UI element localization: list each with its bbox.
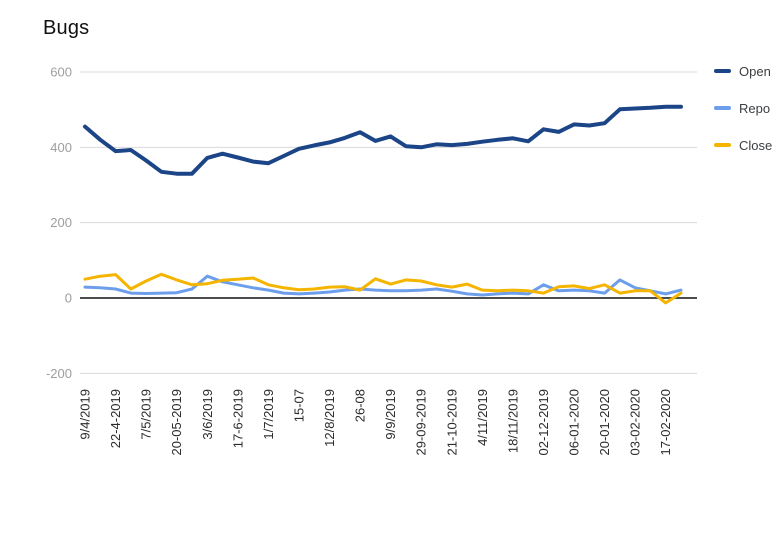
x-tick-12/8/2019: 12/8/2019	[322, 389, 337, 447]
x-tick-03-02-2020: 03-02-2020	[628, 389, 643, 456]
x-tick-18/11/2019: 18/11/2019	[505, 389, 520, 453]
y-tick-600: 600	[50, 65, 72, 80]
legend-label-close: Close	[739, 137, 773, 153]
legend-item-repo: Repo	[714, 100, 779, 116]
x-axis-labels: 9/4/2019 22-4-2019 7/5/2019 20-05-2019 3/6/2…	[78, 389, 674, 456]
x-tick-02-12-2019: 02-12-2019	[536, 389, 551, 456]
series-lines	[83, 104, 683, 305]
x-tick-17-02-2020: 17-02-2020	[658, 389, 673, 456]
x-tick-20-05-2019: 20-05-2019	[169, 389, 184, 456]
legend-label-open: Open	[739, 63, 771, 79]
y-tick-200: 200	[50, 215, 72, 230]
y-tick--200: -200	[46, 366, 72, 381]
legend-swatch-repo	[714, 106, 731, 110]
legend-swatch-close	[714, 143, 731, 147]
gridlines	[80, 71, 697, 374]
legend-label-repo: Repo	[739, 100, 771, 116]
x-tick-06-01-2020: 06-01-2020	[567, 389, 582, 456]
x-tick-3/6/2019: 3/6/2019	[200, 389, 215, 440]
y-axis-labels: 600 400 200 0 -200	[46, 65, 72, 381]
x-tick-17-6-2019: 17-6-2019	[230, 389, 245, 448]
series-line-open	[83, 104, 683, 176]
y-tick-0: 0	[65, 290, 72, 305]
x-tick-7/5/2019: 7/5/2019	[139, 389, 154, 440]
series-line-repo	[83, 274, 683, 297]
x-tick-9/4/2019: 9/4/2019	[78, 389, 93, 440]
legend-item-close: Close	[714, 137, 779, 153]
chart-title: Bugs	[43, 17, 90, 39]
x-tick-1/7/2019: 1/7/2019	[261, 389, 276, 440]
legend-swatch-open	[714, 69, 731, 73]
x-tick-9/9/2019: 9/9/2019	[383, 389, 398, 440]
x-tick-26-08: 26-08	[353, 389, 368, 422]
x-tick-22-4-2019: 22-4-2019	[108, 389, 123, 448]
x-tick-29-09-2019: 29-09-2019	[414, 389, 429, 456]
series-line-close	[83, 272, 683, 305]
x-tick-20-01-2020: 20-01-2020	[597, 389, 612, 456]
x-tick-4/11/2019: 4/11/2019	[475, 389, 490, 446]
y-tick-400: 400	[50, 140, 72, 155]
chart-legend: Open Repo Close	[714, 63, 779, 174]
x-tick-15-07: 15-07	[291, 389, 306, 422]
x-tick-21-10-2019: 21-10-2019	[444, 389, 459, 456]
legend-item-open: Open	[714, 63, 779, 79]
